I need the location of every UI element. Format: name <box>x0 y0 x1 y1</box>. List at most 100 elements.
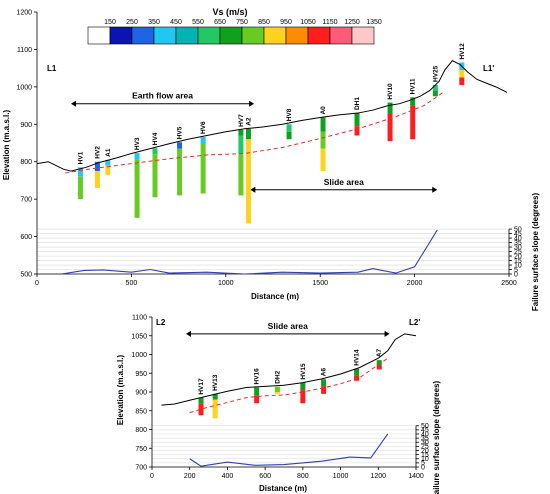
borehole-segment <box>321 379 327 387</box>
bottom-secondary-axis-label: Failure surface slope (degrees) <box>432 381 441 494</box>
borehole-segment <box>354 126 360 136</box>
legend-label: 1150 <box>322 19 337 26</box>
borehole-label: HV15 <box>300 363 307 380</box>
x-tick-label: 1000 <box>218 280 234 287</box>
borehole-label: A6 <box>321 368 328 377</box>
x-tick-label: 1000 <box>333 473 349 480</box>
slope-tick-label: 15 <box>421 452 429 459</box>
borehole-label: HV11 <box>410 78 417 94</box>
x-tick-label: 2000 <box>407 280 423 287</box>
x-tick-label: 1200 <box>370 473 386 480</box>
legend-swatch <box>197 26 221 45</box>
borehole-segment <box>198 397 204 404</box>
legend-swatch <box>175 26 199 45</box>
slope-tick-label: 0 <box>421 464 425 471</box>
borehole-segment <box>198 403 204 416</box>
borehole-segment <box>432 90 438 97</box>
x-tick-label: 1400 <box>408 473 424 480</box>
borehole-segment <box>459 70 465 78</box>
slope-tick-label: 10 <box>421 456 429 463</box>
borehole-segment <box>254 387 260 396</box>
borehole-segment <box>320 131 326 149</box>
borehole-segment <box>105 159 111 166</box>
borehole-label: HV4 <box>152 132 159 145</box>
slope-tick-label: 15 <box>514 258 522 265</box>
slope-tick-label: 35 <box>421 435 429 442</box>
legend-label: 850 <box>258 19 270 26</box>
slope-tick-label: 25 <box>421 444 429 451</box>
y-tick-label: 750 <box>135 446 147 453</box>
borehole-label: HV12 <box>459 43 466 60</box>
borehole-segment <box>94 171 100 188</box>
area-label: Earth flow area <box>132 91 193 101</box>
x-tick-label: 800 <box>297 473 309 480</box>
borehole-segment <box>274 392 280 394</box>
top-x-axis-label: Distance (m) <box>251 292 299 301</box>
legend-label: 150 <box>104 19 116 26</box>
legend-title: Vs (m/s) <box>212 7 247 17</box>
borehole-segment <box>459 77 465 85</box>
slope-tick-label: 45 <box>514 231 522 238</box>
top-y-axis-label: Elevation (m.a.s.l.) <box>2 110 11 181</box>
borehole-segment <box>274 386 280 392</box>
legend-swatch <box>131 26 155 45</box>
slope-tick-label: 45 <box>421 427 429 434</box>
y-tick-label: 700 <box>20 197 32 204</box>
borehole-segment <box>354 368 360 376</box>
borehole-segment <box>376 360 382 365</box>
borehole-segment <box>177 142 183 149</box>
borehole-label: HV3 <box>134 137 141 150</box>
area-label: Slide area <box>268 321 308 331</box>
y-tick-label: 1000 <box>16 84 32 91</box>
borehole-segment <box>320 148 326 172</box>
slope-curve-line <box>61 229 438 275</box>
slope-tick-label: 40 <box>514 235 522 242</box>
borehole-segment <box>200 137 206 143</box>
borehole-segment <box>94 161 100 172</box>
bottom-x-axis-label: Distance (m) <box>259 484 307 493</box>
legend-label: 1050 <box>300 19 316 26</box>
legend-label: 950 <box>280 19 292 26</box>
x-tick-label: 1500 <box>312 280 328 287</box>
borehole-segment <box>152 148 158 155</box>
borehole-segment <box>212 393 218 400</box>
borehole-segment <box>238 129 244 136</box>
legend-swatch <box>241 26 265 45</box>
y-tick-label: 800 <box>20 159 32 166</box>
borehole-segment <box>152 154 158 198</box>
borehole-segment <box>245 128 251 140</box>
x-tick-label: 0 <box>150 473 154 480</box>
borehole-label: HV8 <box>286 108 293 121</box>
borehole-label: HV5 <box>177 126 184 139</box>
failure-surface-line <box>65 92 444 174</box>
y-tick-label: 900 <box>20 122 32 129</box>
bottom-section-end-label: L2' <box>409 318 420 327</box>
area-label: Slide area <box>324 177 364 187</box>
borehole-label: HV13 <box>212 374 219 391</box>
borehole-segment <box>300 390 306 404</box>
area-arrow-head-left <box>70 100 76 107</box>
vs-legend: Vs (m/s) 150 250 350 450 550 650 750 850 950 1050… <box>87 7 382 45</box>
y-tick-label: 900 <box>135 390 147 397</box>
borehole-segment <box>238 154 244 196</box>
legend-swatch <box>285 26 309 45</box>
slope-tick-label: 20 <box>514 253 522 260</box>
borehole-label: DH1 <box>354 97 361 110</box>
borehole-segment <box>77 167 83 177</box>
borehole-segment <box>77 176 83 200</box>
legend-label: 350 <box>148 19 160 26</box>
top-secondary-axis-label: Failure surface slope (degrees) <box>531 193 540 312</box>
borehole-label: HV17 <box>198 378 205 395</box>
slope-tick-label: 5 <box>514 267 518 274</box>
borehole-segment <box>432 84 438 91</box>
y-tick-label: 1000 <box>131 352 147 359</box>
borehole-label: HV16 <box>254 368 261 385</box>
legend-swatch <box>329 26 353 45</box>
legend-label: 450 <box>170 19 182 26</box>
slope-tick-label: 0 <box>514 271 518 278</box>
borehole-segment <box>238 135 244 155</box>
x-tick-label: 2500 <box>501 280 517 287</box>
